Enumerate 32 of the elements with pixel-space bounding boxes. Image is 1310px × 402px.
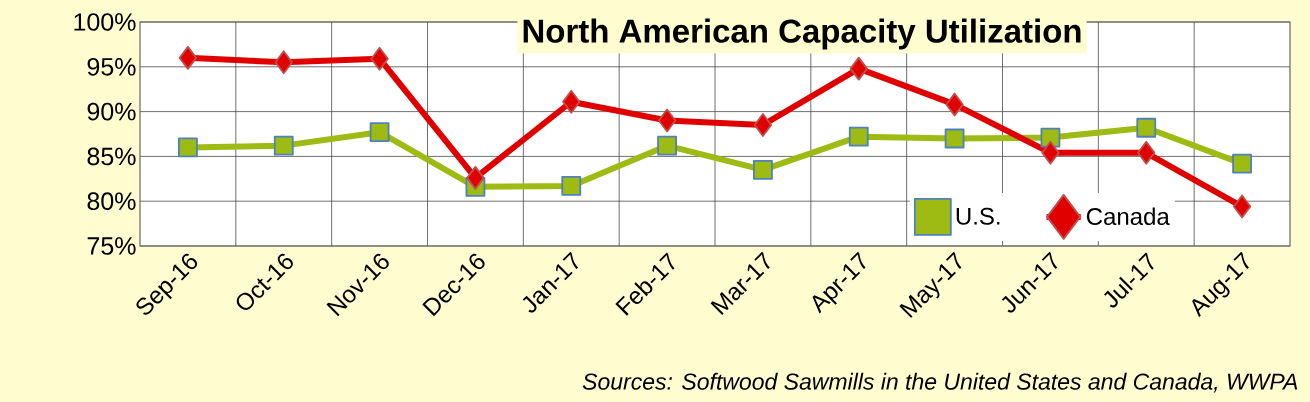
point [753,159,773,180]
chart-title: North American Capacity Utilization [523,18,1081,50]
y-tick-label: 75% [87,237,136,255]
point [178,45,198,70]
point [562,89,581,114]
point [849,56,868,81]
point [753,113,773,137]
point [561,176,582,196]
y-tick-label: 90% [87,102,136,121]
point [273,135,294,156]
point [657,135,677,156]
y-tick-label: 95% [87,57,136,76]
y-tick-label: 100% [74,13,136,31]
point [848,126,869,147]
point [369,122,390,143]
point [1136,117,1157,138]
point [944,128,965,149]
y-tick-label: 80% [87,192,136,211]
point [466,166,485,190]
point [1041,140,1060,165]
point [657,108,677,133]
point [178,137,198,158]
point [274,50,293,75]
point [945,92,964,117]
point [370,46,389,71]
source-note: Sources: Softwood Sawmills in the United States and Canada, WWPA [582,372,1298,393]
point [1232,194,1252,219]
y-tick-label: 85% [87,147,136,166]
legend-label: U.S. [956,207,1000,225]
point [1137,140,1156,165]
legend-label: Canada [1086,207,1170,226]
point [1232,153,1252,174]
